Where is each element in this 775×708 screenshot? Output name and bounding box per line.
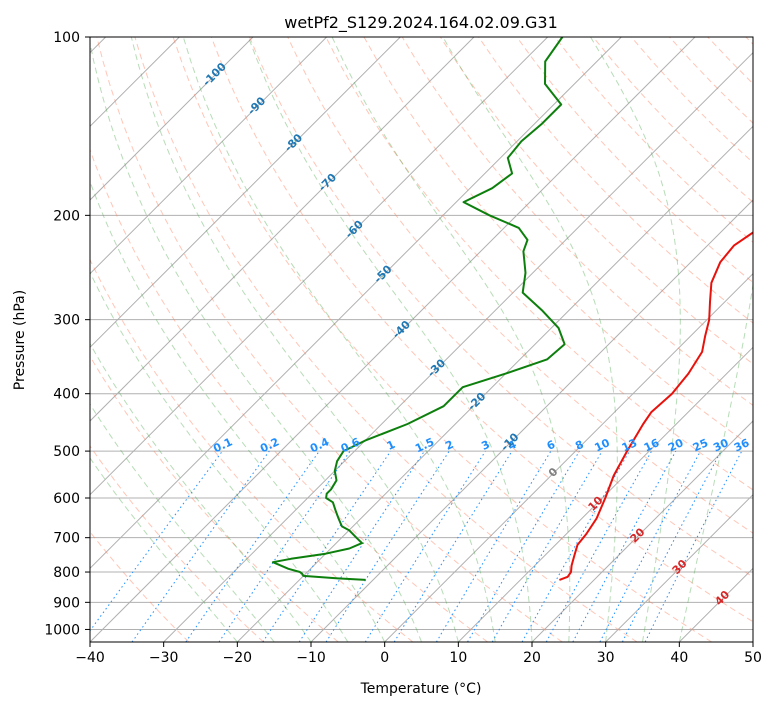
isotherm-gridline (236, 125, 753, 642)
moist-adiabat-line (90, 457, 238, 642)
mixing-ratio-line (364, 450, 486, 642)
mixing-ratio-label: 13 (620, 436, 639, 454)
moist-adiabat-line (90, 342, 312, 642)
mixing-ratio-line (599, 450, 701, 642)
series-layer (271, 37, 753, 581)
y-tick-label: 300 (53, 313, 80, 329)
dewpoint-profile (271, 37, 566, 581)
moist-adiabat-line (90, 271, 349, 642)
x-tick-label: 40 (670, 650, 688, 666)
dry-adiabat-line (90, 258, 414, 642)
isotherm-gridline (90, 37, 696, 642)
mixing-ratio-line (572, 450, 677, 642)
isotherm-gridline (310, 199, 753, 642)
plot-frame (89, 36, 754, 643)
y-tick-label: 700 (53, 531, 80, 547)
mixing-ratio-label: 30 (711, 436, 731, 454)
mixing-ratio-line (218, 450, 351, 642)
x-tick-label: −10 (296, 650, 326, 666)
isotherm-gridline (90, 37, 549, 496)
moist-adiabat-line (590, 37, 681, 642)
moist-adiabat-line (678, 282, 753, 642)
x-tick-label: 20 (523, 650, 541, 666)
isotherm-gridline (90, 37, 254, 201)
moist-adiabat-line (331, 37, 571, 642)
mixing-ratio-label: 16 (642, 436, 662, 454)
dry-adiabat-line (516, 37, 753, 284)
moist-adiabat-line (182, 37, 496, 642)
x-tick-label: −40 (75, 650, 105, 666)
isotherm-gridline (90, 37, 401, 349)
x-axis-label: Temperature (°C) (360, 681, 482, 697)
mixing-ratio-label: 36 (732, 436, 752, 454)
y-tick-label: 1000 (44, 622, 80, 638)
isotherm-gridline (90, 37, 622, 570)
dry-adiabat-line (210, 37, 753, 623)
ticks-layer: −40 −30 −20 −10 0 10 20 30 40 50 100 200 300 400 500 60… (44, 30, 762, 666)
mixing-ratio-label: 20 (666, 436, 686, 454)
isotherm-gridline (457, 346, 753, 642)
y-axis-label: Pressure (hPa) (12, 290, 28, 390)
temperature-profile (559, 231, 753, 581)
isotherm-gridline (384, 272, 753, 642)
mixing-ratio-line (185, 450, 320, 642)
plot-background (90, 37, 753, 642)
dry-adiabat-line (249, 37, 753, 578)
chart-title: wetPf2_S129.2024.164.02.09.G31 (284, 13, 558, 33)
mixing-ratio-line (435, 450, 552, 642)
isotherm-gridline (90, 37, 475, 422)
isotherm-gridline (605, 493, 753, 642)
mixing-ratio-line (467, 450, 580, 642)
mixing-ratio-line (325, 450, 450, 642)
y-tick-label: 200 (53, 208, 80, 224)
moist-adiabat-line (90, 40, 422, 642)
x-tick-label: 10 (449, 650, 467, 666)
dry-adiabat-line (96, 37, 563, 642)
y-tick-label: 500 (53, 444, 80, 460)
y-tick-label: 100 (53, 30, 80, 46)
mixing-ratio-label: 25 (691, 436, 710, 454)
isotherm-gridline (90, 37, 328, 275)
isotherm-gridline (531, 420, 753, 642)
moist-adiabat-line (247, 37, 533, 642)
x-tick-label: 30 (597, 650, 615, 666)
mixing-ratio-line (298, 450, 425, 642)
moist-adiabat-line (90, 403, 275, 642)
dry-adiabat-line (172, 37, 712, 642)
x-tick-label: −20 (223, 650, 253, 666)
moist-adiabat-line (442, 37, 618, 642)
dry-adiabat-line (287, 37, 753, 534)
x-tick-label: 50 (744, 650, 762, 666)
mixing-ratio-label: 10 (593, 436, 613, 454)
x-tick-label: −30 (149, 650, 179, 666)
y-tick-label: 800 (53, 565, 80, 581)
moist-adiabat-line (130, 37, 459, 642)
mixing-ratio-line (393, 450, 513, 642)
x-tick-label: 0 (380, 650, 389, 666)
y-tick-label: 400 (53, 387, 80, 403)
mixing-ratio-line (262, 450, 392, 642)
y-tick-label: 900 (53, 595, 80, 611)
dry-adiabat-line (134, 37, 638, 642)
dry-adiabat-line (325, 37, 753, 491)
dry-adiabat-line (90, 445, 264, 642)
isotherm-gridline (163, 51, 753, 642)
grid-layer (90, 37, 753, 642)
y-tick-label: 600 (53, 491, 80, 507)
